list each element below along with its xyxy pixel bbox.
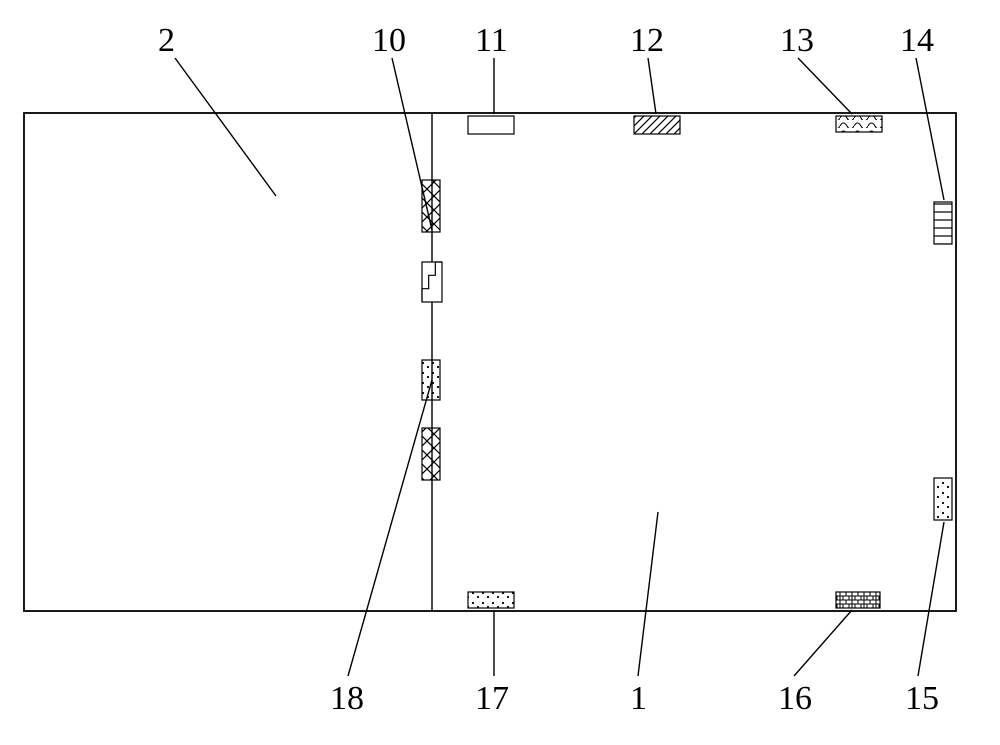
label-13: 13	[780, 22, 814, 60]
label-12: 12	[630, 22, 664, 60]
label-14: 14	[900, 22, 934, 60]
component-c17	[468, 592, 514, 608]
leader-line	[918, 522, 944, 676]
label-2: 2	[158, 22, 175, 60]
leader-line	[916, 58, 944, 200]
label-10: 10	[372, 22, 406, 60]
label-11: 11	[475, 22, 508, 60]
component-c16	[836, 592, 880, 608]
label-18: 18	[330, 680, 364, 718]
diagram-svg	[0, 0, 1000, 745]
component-c13	[836, 116, 882, 132]
component-stair	[422, 262, 442, 302]
component-c12	[634, 116, 680, 134]
label-17: 17	[475, 680, 509, 718]
leader-line	[175, 58, 276, 196]
leader-line	[348, 380, 432, 676]
leader-line	[794, 610, 852, 676]
leader-line	[638, 512, 658, 676]
component-c11	[468, 116, 514, 134]
component-c14	[934, 202, 952, 244]
outer-box	[24, 113, 956, 611]
component-c15	[934, 478, 952, 520]
leader-line	[648, 58, 656, 114]
diagram-stage: 2 10 11 12 13 14 18 17 1 16 15	[0, 0, 1000, 745]
label-16: 16	[778, 680, 812, 718]
label-1: 1	[630, 680, 647, 718]
component-c10b	[422, 428, 440, 480]
component-c18	[422, 360, 440, 400]
leader-line	[392, 58, 432, 230]
leader-line	[798, 58, 852, 114]
label-15: 15	[905, 680, 939, 718]
